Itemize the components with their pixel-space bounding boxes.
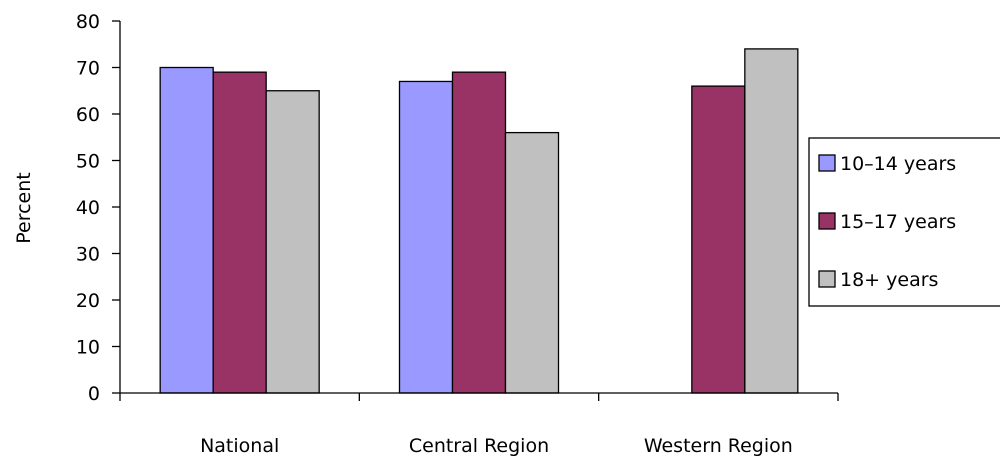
bar <box>212 71 267 394</box>
y-tick-label: 50 <box>76 151 100 173</box>
bar <box>691 85 746 394</box>
y-tick-label: 20 <box>76 290 100 312</box>
y-tick-label: 80 <box>76 11 100 33</box>
legend-items: 10–14 years 15–17 years 18+ years <box>818 153 956 291</box>
bar <box>451 71 507 394</box>
y-tick-label: 40 <box>76 197 100 219</box>
x-ticks: National Central Region Western Region <box>119 393 839 457</box>
y-tick-label: 0 <box>88 383 100 405</box>
x-category-label: Western Region <box>644 435 793 457</box>
y-tick-label: 60 <box>76 104 100 126</box>
y-ticks: 0 10 20 30 40 50 60 70 80 <box>76 11 120 405</box>
y-tick-label: 10 <box>76 337 100 359</box>
bar <box>159 66 214 394</box>
legend-swatch <box>818 270 836 288</box>
bars-layer <box>159 48 799 394</box>
y-tick-label: 30 <box>76 244 100 266</box>
x-category-label: National <box>200 435 279 457</box>
bar <box>398 80 454 394</box>
legend-box <box>808 137 1000 307</box>
y-tick-label: 70 <box>76 58 100 80</box>
legend-label: 18+ years <box>840 269 938 291</box>
y-axis-title: Percent <box>13 172 35 244</box>
bar <box>265 90 320 394</box>
legend-swatch <box>818 212 836 230</box>
x-category-label: Central Region <box>409 435 549 457</box>
legend-swatch <box>818 154 836 172</box>
legend-label: 15–17 years <box>840 211 956 233</box>
legend-label: 10–14 years <box>840 153 956 175</box>
legend: 10–14 years 15–17 years 18+ years <box>808 137 1000 307</box>
bar <box>504 131 560 394</box>
bar <box>744 48 799 394</box>
